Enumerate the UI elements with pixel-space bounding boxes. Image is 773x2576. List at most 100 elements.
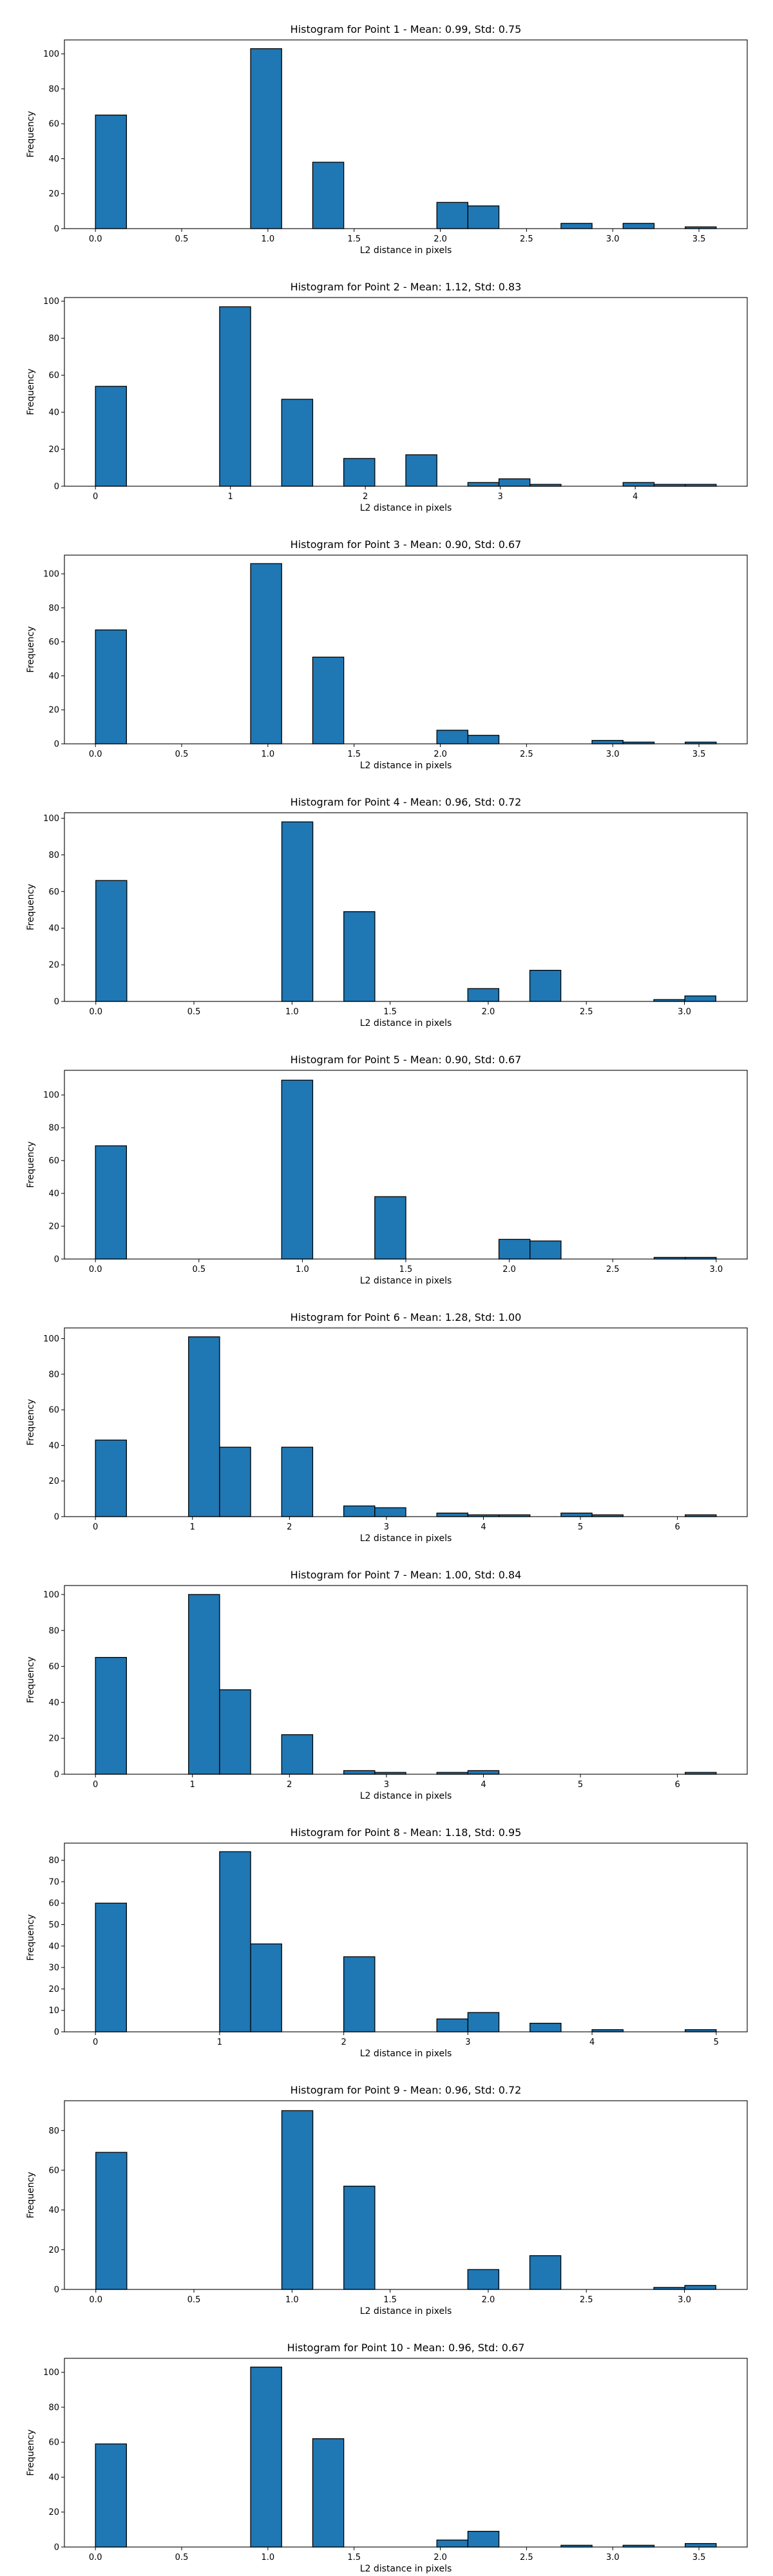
y-tick-label: 80	[48, 2126, 59, 2136]
histogram-bar	[95, 1902, 128, 2032]
y-tick-label: 60	[48, 1662, 59, 1672]
x-axis-label: L2 distance in pixels	[360, 2564, 452, 2574]
x-tick-label: 2.0	[502, 1265, 516, 1274]
histogram-bar	[467, 2269, 500, 2290]
histogram-bar	[188, 1594, 220, 1775]
axes-frame	[64, 812, 748, 1002]
x-tick-label: 2.5	[520, 2553, 533, 2562]
histogram-bar	[498, 1238, 531, 1260]
x-tick-label: 6	[674, 1522, 680, 1532]
y-tick-label: 80	[48, 603, 59, 613]
x-axis-label: L2 distance in pixels	[360, 245, 452, 256]
x-tick-label: 0.5	[175, 234, 189, 244]
y-tick-label: 0	[54, 998, 59, 1007]
histogram-bar	[467, 2530, 500, 2548]
x-axis-label: L2 distance in pixels	[360, 2049, 452, 2059]
x-tick-label: 3.0	[678, 1007, 691, 1017]
histogram-bar	[343, 911, 376, 1002]
x-tick-label: 2.5	[520, 750, 533, 759]
y-tick-label: 100	[43, 1590, 59, 1600]
y-tick-label: 80	[48, 1856, 59, 1866]
x-tick-label: 3.0	[678, 2295, 691, 2305]
y-tick-label: 80	[48, 1124, 59, 1133]
y-tick-label: 100	[43, 814, 59, 824]
x-tick-label: 0.0	[89, 750, 102, 759]
axes-frame	[64, 39, 748, 229]
y-tick-label: 80	[48, 84, 59, 94]
chart-title: Histogram for Point 6 - Mean: 1.28, Std:…	[291, 1311, 522, 1323]
histogram-chart-9: Histogram for Point 9 - Mean: 0.96, Std:…	[26, 2084, 748, 2316]
histogram-bar	[95, 2152, 128, 2290]
histogram-chart-7: Histogram for Point 7 - Mean: 1.00, Std:…	[26, 1569, 748, 1801]
x-tick-label: 2.5	[606, 1265, 620, 1274]
x-tick-label: 1	[228, 492, 233, 502]
histogram-chart-1: Histogram for Point 1 - Mean: 0.99, Std:…	[26, 23, 748, 256]
x-tick-label: 1.5	[347, 2553, 361, 2562]
x-tick-label: 1.5	[383, 2295, 397, 2305]
histogram-bar	[281, 821, 314, 1002]
histogram-bar	[219, 1446, 251, 1517]
x-tick-label: 3.0	[606, 750, 620, 759]
histogram-bar	[281, 1734, 314, 1775]
x-tick-label: 0.0	[89, 234, 102, 244]
y-tick-label: 0	[54, 482, 59, 492]
histogram-chart-6: Histogram for Point 6 - Mean: 1.28, Std:…	[26, 1311, 748, 1544]
histogram-bar	[622, 482, 655, 487]
x-tick-label: 1.0	[262, 750, 275, 759]
histogram-bar	[95, 1439, 128, 1517]
y-tick-label: 40	[48, 672, 59, 681]
histogram-bar	[281, 1446, 314, 1517]
x-axis-label: L2 distance in pixels	[360, 1018, 452, 1028]
histogram-bar	[374, 1196, 406, 1260]
y-tick-label: 100	[43, 1334, 59, 1344]
x-tick-label: 2	[341, 2038, 346, 2047]
x-tick-label: 0.0	[89, 1265, 102, 1274]
y-axis-label: Frequency	[26, 884, 36, 930]
histogram-chart-3: Histogram for Point 3 - Mean: 0.90, Std:…	[26, 538, 748, 771]
x-tick-label: 4	[633, 492, 638, 502]
y-tick-label: 40	[48, 1942, 59, 1951]
histogram-bar	[250, 2366, 282, 2548]
x-tick-label: 2	[363, 492, 368, 502]
x-tick-label: 0	[93, 492, 98, 502]
x-tick-label: 2.0	[434, 234, 447, 244]
y-tick-label: 20	[48, 2508, 59, 2517]
y-axis-label: Frequency	[26, 2172, 36, 2218]
chart-title: Histogram for Point 10 - Mean: 0.96, Std…	[287, 2342, 525, 2354]
chart-title: Histogram for Point 7 - Mean: 1.00, Std:…	[291, 1569, 522, 1581]
x-tick-label: 3	[497, 492, 502, 502]
x-tick-label: 0	[93, 1522, 98, 1532]
histogram-bar	[684, 2285, 716, 2290]
y-tick-label: 20	[48, 1222, 59, 1232]
histogram-bar	[343, 1770, 376, 1775]
y-tick-label: 70	[48, 1877, 59, 1887]
x-tick-label: 0	[93, 1780, 98, 1790]
y-tick-label: 60	[48, 1406, 59, 1416]
histogram-bar	[467, 735, 500, 744]
y-tick-label: 40	[48, 1189, 59, 1199]
y-tick-label: 60	[48, 2166, 59, 2175]
y-tick-label: 60	[48, 371, 59, 381]
y-axis-label: Frequency	[26, 626, 36, 672]
y-tick-label: 40	[48, 2473, 59, 2483]
y-tick-label: 40	[48, 2206, 59, 2215]
histogram-bar	[467, 482, 500, 487]
histogram-bar	[95, 880, 128, 1002]
histogram-bar	[95, 1656, 128, 1775]
x-tick-label: 5	[578, 1522, 583, 1532]
chart-title: Histogram for Point 1 - Mean: 0.99, Std:…	[291, 23, 522, 35]
histogram-bar	[343, 2185, 376, 2290]
y-tick-label: 0	[54, 1770, 59, 1780]
histogram-bar	[529, 969, 562, 1002]
x-tick-label: 3.0	[606, 234, 620, 244]
y-tick-label: 10	[48, 2006, 59, 2016]
y-axis-label: Frequency	[26, 1399, 36, 1445]
histogram-bar	[95, 2443, 128, 2548]
y-tick-label: 100	[43, 2368, 59, 2378]
x-tick-label: 0.0	[89, 2553, 102, 2562]
x-tick-label: 3.5	[692, 750, 706, 759]
x-tick-label: 3	[465, 2038, 470, 2047]
x-tick-label: 2.0	[434, 750, 447, 759]
histogram-chart-8: Histogram for Point 8 - Mean: 1.18, Std:…	[26, 1826, 748, 2059]
x-tick-label: 1	[190, 1780, 195, 1790]
